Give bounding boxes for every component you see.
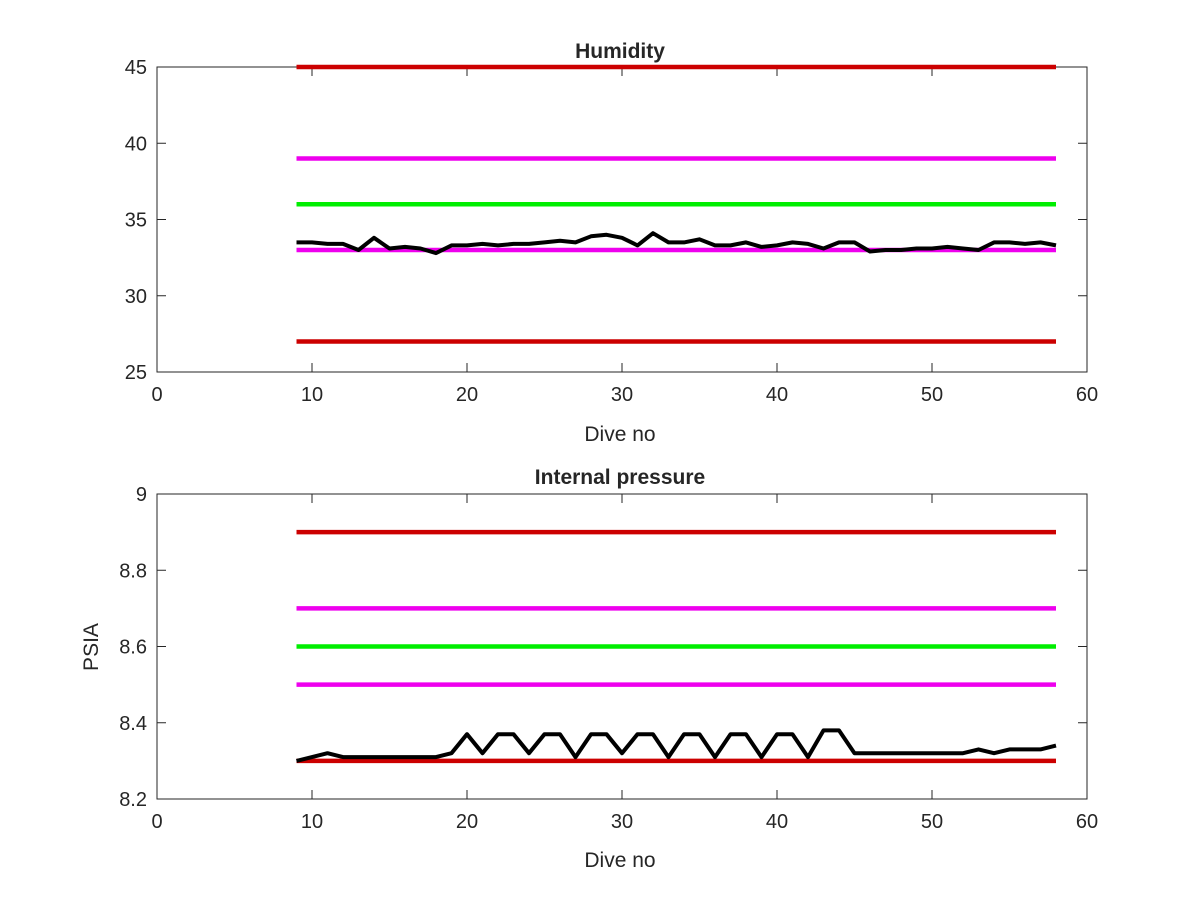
internal-pressure-y-axis-label: PSIA bbox=[80, 623, 103, 671]
internal-pressure-y-tick-label: 8.8 bbox=[119, 560, 147, 582]
internal-pressure-x-tick-label: 20 bbox=[456, 811, 478, 833]
internal-pressure-x-tick-label: 0 bbox=[151, 811, 162, 833]
internal-pressure-data-line-5 bbox=[296, 728, 1057, 763]
internal-pressure-x-tick-label: 60 bbox=[1076, 811, 1098, 833]
internal-pressure-y-tick-label: 8.4 bbox=[119, 713, 147, 735]
humidity-y-tick-label: 25 bbox=[125, 362, 147, 384]
humidity-x-tick-label: 0 bbox=[151, 384, 162, 406]
humidity-x-axis-label: Dive no bbox=[584, 423, 655, 446]
humidity-y-tick-label: 45 bbox=[125, 57, 147, 79]
humidity-data-line-5 bbox=[296, 231, 1057, 256]
humidity-y-tick-label: 30 bbox=[125, 286, 147, 308]
internal-pressure-x-tick-label: 40 bbox=[766, 811, 788, 833]
internal-pressure-x-tick-label: 50 bbox=[921, 811, 943, 833]
internal-pressure-title: Internal pressure bbox=[535, 466, 705, 489]
internal-pressure-x-tick-label: 30 bbox=[611, 811, 633, 833]
internal-pressure-x-axis-label: Dive no bbox=[584, 849, 655, 872]
humidity-y-tick-label: 35 bbox=[125, 210, 147, 232]
internal-pressure-panel: Internal pressure Dive no PSIA 0 10 20 30 40… bbox=[80, 466, 1098, 872]
internal-pressure-y-tick-label: 8.2 bbox=[119, 789, 147, 811]
humidity-x-tick-label: 10 bbox=[301, 384, 323, 406]
humidity-panel: Humidity Dive no 0 10 20 30 40 50 60 25 30 35 40 45 bbox=[125, 40, 1098, 446]
internal-pressure-x-tick-label: 10 bbox=[301, 811, 323, 833]
internal-pressure-y-tick-label: 9 bbox=[136, 484, 147, 506]
humidity-y-tick-label: 40 bbox=[125, 133, 147, 155]
humidity-x-tick-label: 60 bbox=[1076, 384, 1098, 406]
humidity-x-tick-label: 50 bbox=[921, 384, 943, 406]
humidity-title: Humidity bbox=[575, 40, 665, 63]
humidity-x-tick-label: 20 bbox=[456, 384, 478, 406]
humidity-x-tick-label: 40 bbox=[766, 384, 788, 406]
humidity-x-tick-label: 30 bbox=[611, 384, 633, 406]
internal-pressure-y-tick-label: 8.6 bbox=[119, 637, 147, 659]
